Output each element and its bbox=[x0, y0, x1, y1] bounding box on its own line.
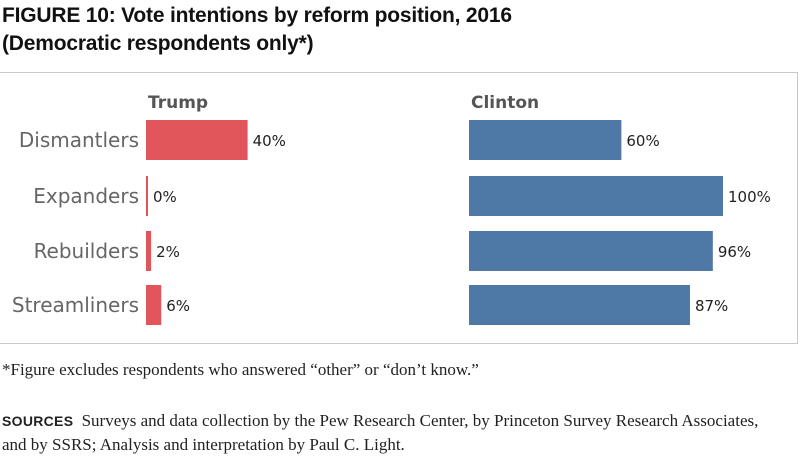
chart-frame bbox=[0, 72, 798, 344]
bar-chart: Dismantlers Expanders Rebuilders Streamline… bbox=[12, 93, 771, 325]
category-labels: Dismantlers Expanders Rebuilders Streamline… bbox=[12, 128, 139, 317]
value-label-trump-expanders: 0% bbox=[153, 188, 177, 206]
sources-text: Surveys and data collection by the Pew R… bbox=[2, 411, 759, 454]
series-label-trump: Trump bbox=[148, 93, 208, 113]
trump-panel: Trump 40% 0% 2% 6% bbox=[146, 93, 286, 325]
bar-clinton-streamliners bbox=[469, 285, 690, 325]
category-label-dismantlers: Dismantlers bbox=[19, 128, 139, 152]
sources-label: SOURCES bbox=[2, 413, 74, 429]
bar-clinton-expanders bbox=[469, 176, 723, 216]
category-label-rebuilders: Rebuilders bbox=[34, 239, 139, 263]
category-label-expanders: Expanders bbox=[33, 184, 139, 208]
bar-clinton-rebuilders bbox=[469, 231, 713, 271]
bar-trump-rebuilders bbox=[146, 231, 152, 271]
series-label-clinton: Clinton bbox=[471, 93, 539, 113]
category-label-streamliners: Streamliners bbox=[12, 293, 139, 317]
value-label-clinton-rebuilders: 96% bbox=[718, 243, 751, 261]
bar-trump-expanders bbox=[146, 176, 148, 216]
bar-clinton-dismantlers bbox=[469, 120, 622, 160]
footnote: *Figure excludes respondents who answere… bbox=[2, 360, 479, 379]
value-label-clinton-streamliners: 87% bbox=[695, 297, 728, 315]
bar-trump-streamliners bbox=[146, 285, 162, 325]
value-label-trump-streamliners: 6% bbox=[166, 297, 190, 315]
value-label-trump-dismantlers: 40% bbox=[253, 132, 286, 150]
value-label-trump-rebuilders: 2% bbox=[156, 243, 180, 261]
bar-trump-dismantlers bbox=[146, 120, 248, 160]
figure-title: FIGURE 10: Vote intentions by reform pos… bbox=[2, 2, 782, 58]
sources-note: SOURCES Surveys and data collection by t… bbox=[2, 409, 782, 456]
clinton-panel: Clinton 60% 100% 96% 87% bbox=[469, 93, 771, 325]
title-line-2: (Democratic respondents only*) bbox=[2, 32, 314, 55]
value-label-clinton-expanders: 100% bbox=[728, 188, 771, 206]
value-label-clinton-dismantlers: 60% bbox=[626, 132, 659, 150]
title-line-1: FIGURE 10: Vote intentions by reform pos… bbox=[2, 4, 512, 27]
